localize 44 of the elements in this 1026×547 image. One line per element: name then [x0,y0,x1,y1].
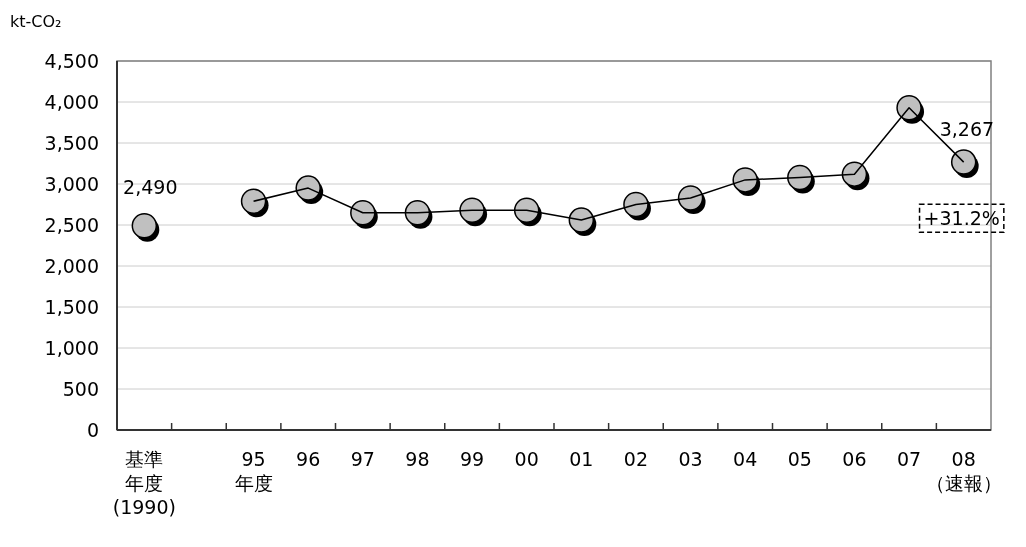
point [623,191,649,218]
point [240,188,267,214]
y-tick-label: 3,500 [44,132,99,154]
point [513,197,540,223]
y-tick-label: 4,000 [44,91,99,113]
y-tick-label: 500 [62,378,99,400]
point [950,149,977,175]
x-tick-label: 97 [350,448,375,470]
x-tick-label: 02 [623,448,649,470]
y-tick-label: 4,500 [44,50,99,72]
x-tick-label: 04 [733,448,758,470]
x-tick-label: 06 [842,448,867,470]
x-tick-label: 99 [459,448,485,470]
x-tick-label: 95年度 [234,448,273,494]
y-tick-label: 1,000 [44,337,99,359]
x-tick-label: 01 [569,448,594,470]
y-tick-label: 0 [86,419,99,441]
x-tick-label: 98 [405,448,430,470]
x-tick-label: 08（速報） [925,448,1002,494]
data-label: 2,490 [123,175,178,198]
y-tick-label: 1,500 [44,296,99,318]
point [568,207,595,233]
x-tick-label: 96 [296,448,321,470]
point [896,94,922,121]
x-tick-label: 基準年度(1990) [112,448,176,518]
y-tick-label: 2,000 [44,255,99,277]
x-tick-label: 07 [896,448,922,470]
point [131,213,158,239]
annotation: +31.2% [923,207,1000,230]
y-tick-label: 2,500 [44,214,99,236]
point [841,161,868,187]
x-tick-label: 03 [678,448,703,470]
point [677,185,704,211]
point [404,199,431,226]
point [295,175,321,201]
y-axis-title: kt-CO₂ [10,12,62,31]
point [787,164,813,191]
point [732,167,758,193]
y-tick-label: 3,000 [44,173,99,195]
data-label: 3,267 [939,118,995,141]
point [350,199,376,226]
point [459,197,485,223]
x-tick-label: 05 [787,448,812,470]
x-tick-label: 00 [514,448,539,470]
